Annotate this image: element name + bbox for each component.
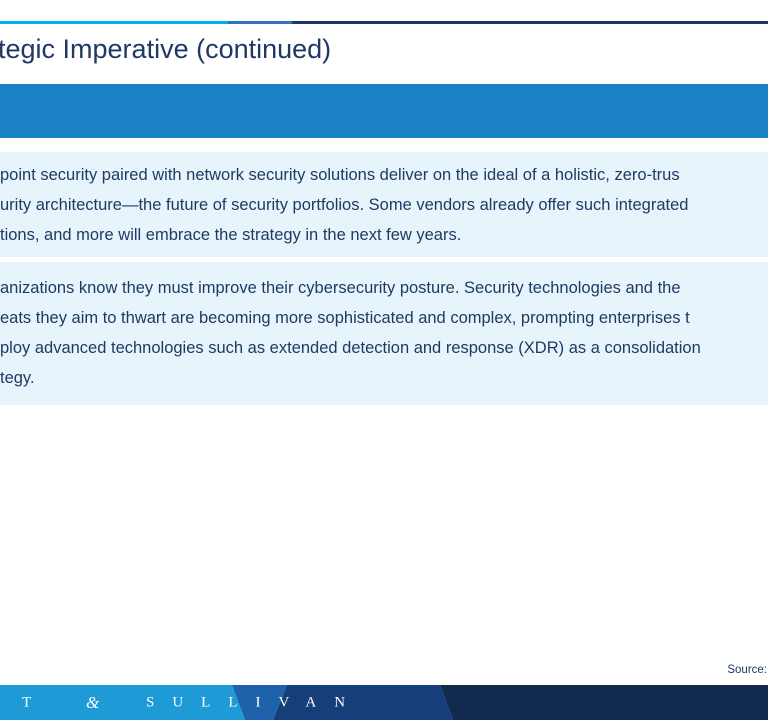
footer-banner: T & SULLIVAN xyxy=(0,685,768,720)
paragraph-line: ploy advanced technologies such as exten… xyxy=(0,339,701,357)
source-label: Source: xyxy=(727,664,767,676)
paragraph-line: point security paired with network secur… xyxy=(0,166,680,184)
paragraph-line: tions, and more will embrace the strateg… xyxy=(0,226,462,244)
top-rule-mid-blue-segment xyxy=(228,21,292,24)
logo-letter-t: T xyxy=(22,694,32,710)
logo-ampersand: & xyxy=(86,692,100,712)
top-rule-cyan-segment xyxy=(0,21,228,24)
paragraph-line: anizations know they must improve their … xyxy=(0,279,681,297)
frost-sullivan-logo: T & SULLIVAN xyxy=(0,685,768,720)
slide-title: tegic Imperative (continued) xyxy=(0,34,332,64)
top-rule-navy-segment xyxy=(292,21,768,24)
footer-diagonal-blocks xyxy=(0,685,768,720)
section-header-band xyxy=(0,84,768,138)
highlight-paragraph-1: point security paired with network secur… xyxy=(0,152,768,257)
paragraph-line: eats they aim to thwart are becoming mor… xyxy=(0,309,690,327)
highlight-paragraph-2: anizations know they must improve their … xyxy=(0,262,768,405)
paragraph-line: urity architecture—the future of securit… xyxy=(0,196,689,214)
logo-sullivan-text: SULLIVAN xyxy=(146,694,364,710)
paragraph-line: tegy. xyxy=(0,369,35,387)
